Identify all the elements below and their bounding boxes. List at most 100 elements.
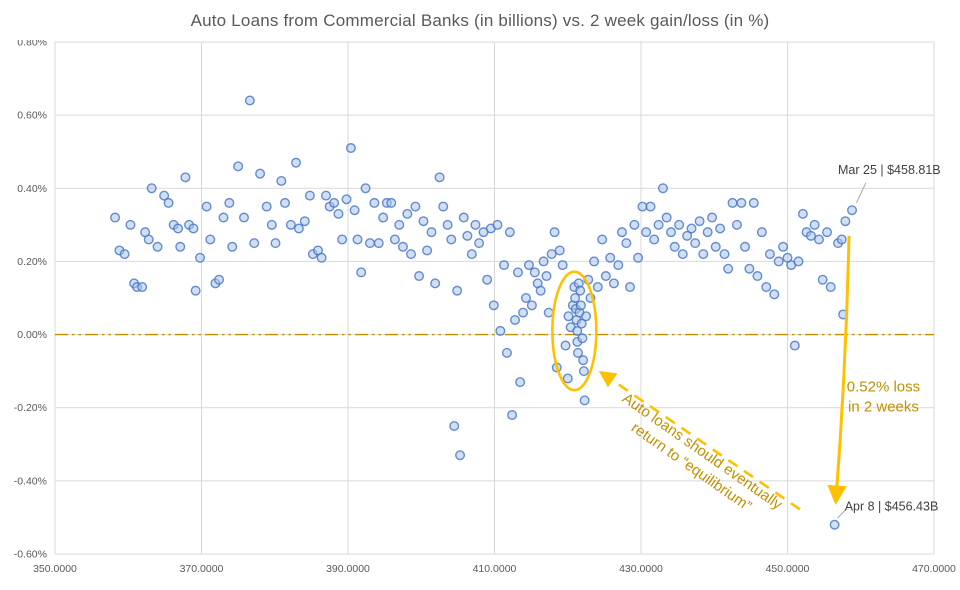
- data-point: [430, 278, 441, 289]
- data-point: [285, 219, 296, 230]
- data-point: [694, 216, 705, 227]
- data-point: [836, 234, 847, 245]
- point-callout-label: Apr 8 | $456.43B: [845, 499, 939, 513]
- data-point: [576, 318, 587, 329]
- data-point: [657, 183, 668, 194]
- data-point: [575, 300, 586, 311]
- data-point: [674, 219, 685, 230]
- data-point: [557, 260, 568, 271]
- data-point: [422, 245, 433, 256]
- data-point: [394, 219, 405, 230]
- data-point: [756, 227, 767, 238]
- data-point: [446, 234, 457, 245]
- data-point: [641, 227, 652, 238]
- y-axis-tick-label: 0.60%: [17, 110, 47, 122]
- data-point: [356, 267, 367, 278]
- data-point: [616, 227, 627, 238]
- data-point: [645, 201, 656, 212]
- data-point: [825, 282, 836, 293]
- y-axis-tick-label: 0.00%: [17, 329, 47, 341]
- data-point: [180, 172, 191, 183]
- data-point: [504, 227, 515, 238]
- y-axis-tick-label: 0.40%: [17, 183, 47, 195]
- data-point: [290, 157, 301, 168]
- data-point: [719, 249, 730, 260]
- data-point: [434, 172, 445, 183]
- highlighted-data-point: [829, 519, 840, 530]
- data-point: [805, 230, 816, 241]
- data-point: [470, 219, 481, 230]
- data-point: [789, 340, 800, 351]
- data-point: [276, 175, 287, 186]
- data-point: [201, 201, 212, 212]
- data-point: [462, 230, 473, 241]
- data-point: [495, 325, 506, 336]
- data-point: [710, 241, 721, 252]
- data-point: [270, 238, 281, 249]
- data-point: [249, 238, 260, 249]
- data-point: [345, 143, 356, 154]
- data-point: [653, 219, 664, 230]
- data-point: [492, 219, 503, 230]
- data-point: [373, 238, 384, 249]
- data-point: [163, 197, 174, 208]
- data-point: [266, 219, 277, 230]
- data-point: [677, 249, 688, 260]
- data-point: [562, 373, 573, 384]
- data-point: [573, 347, 584, 358]
- data-point: [501, 347, 512, 358]
- data-point: [613, 260, 624, 271]
- data-point: [543, 307, 554, 318]
- data-point: [578, 366, 589, 377]
- data-point: [175, 241, 186, 252]
- data-point: [238, 212, 249, 223]
- data-point: [137, 282, 148, 293]
- data-point: [546, 249, 557, 260]
- data-point: [723, 263, 734, 274]
- x-axis-tick-label: 450.0000: [766, 563, 810, 575]
- data-point: [507, 410, 518, 421]
- data-point: [195, 252, 206, 263]
- data-point: [397, 241, 408, 252]
- data-point: [797, 208, 808, 219]
- data-point: [579, 395, 590, 406]
- data-point: [188, 223, 199, 234]
- data-point: [563, 311, 574, 322]
- data-point: [572, 325, 583, 336]
- data-point: [605, 252, 616, 263]
- data-point: [597, 234, 608, 245]
- equilibrium-dashed-arrow: [598, 370, 801, 511]
- data-point: [438, 201, 449, 212]
- data-point: [119, 249, 130, 260]
- data-point: [280, 197, 291, 208]
- data-point: [512, 267, 523, 278]
- data-point: [378, 212, 389, 223]
- scatter-points: [110, 95, 858, 530]
- scatter-plot: 0.80% 0.60% 0.40% 0.20% 0.00% -0.20% -0.40% -0.…: [14, 40, 956, 575]
- data-point: [349, 205, 360, 216]
- data-point: [748, 197, 759, 208]
- data-point: [143, 234, 154, 245]
- data-point: [146, 183, 157, 194]
- data-point: [621, 238, 632, 249]
- data-point: [715, 223, 726, 234]
- callout-leader-line: [855, 182, 867, 204]
- data-point: [499, 260, 510, 271]
- data-point: [637, 201, 648, 212]
- data-point: [386, 197, 397, 208]
- data-point: [442, 219, 453, 230]
- data-point: [244, 95, 255, 106]
- data-point: [707, 212, 718, 223]
- data-point: [218, 212, 229, 223]
- data-point: [529, 267, 540, 278]
- data-point: [360, 183, 371, 194]
- data-point: [577, 333, 588, 344]
- data-point: [773, 256, 784, 267]
- data-point: [554, 245, 565, 256]
- loss-annotation-text: 0.52% loss in 2 weeks: [847, 378, 920, 415]
- data-point: [458, 212, 469, 223]
- gridlines: [54, 41, 935, 555]
- data-point: [389, 234, 400, 245]
- data-point: [669, 241, 680, 252]
- data-point: [173, 223, 184, 234]
